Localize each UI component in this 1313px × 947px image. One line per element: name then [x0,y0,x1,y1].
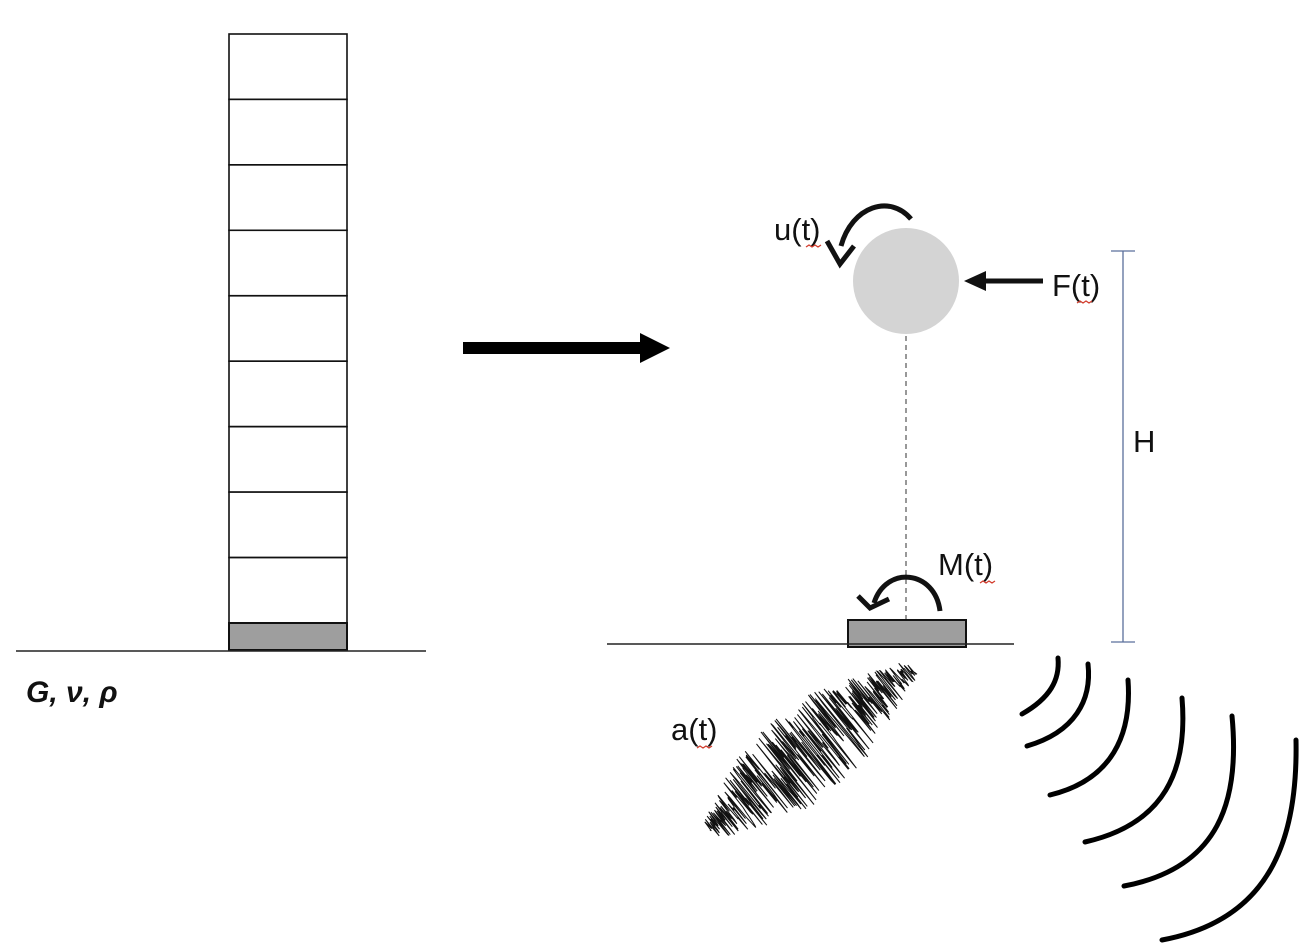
soil-properties-label: G, ν, ρ [26,676,118,709]
force-arrowhead-icon [964,271,986,291]
story-9 [228,556,348,624]
story-1 [228,33,348,101]
building [228,33,348,651]
rotation-spellcheck [805,244,822,248]
mass-node [853,228,959,334]
rotation-arrow-icon [838,203,913,247]
building-foundation [228,622,348,651]
moment-arrowhead-icon [856,594,891,612]
height-dimension [1111,250,1135,643]
story-6 [228,360,348,428]
moment-label: M(t) [938,547,993,582]
wave-front-5 [1121,713,1237,889]
height-label: H [1133,424,1155,459]
ground-motion-trace [704,662,918,837]
rotation-label: u(t) [774,212,821,247]
wave-front-4 [1082,695,1186,845]
story-7 [228,425,348,493]
force-spellcheck [1076,300,1093,304]
rotation-arrowhead-icon [824,239,856,269]
transform-arrow [463,333,670,363]
force-label: F(t) [1052,268,1100,303]
story-4 [228,229,348,297]
moment-arrow-icon [871,574,943,612]
story-8 [228,491,348,559]
wave-front-3 [1047,677,1131,798]
story-5 [228,294,348,362]
seismic-waves [1019,655,1299,943]
model-foundation [847,619,967,648]
story-2 [228,98,348,166]
wave-front-6 [1159,737,1299,943]
wave-front-1 [1019,655,1061,717]
moment-spellcheck [979,580,996,584]
wave-front-2 [1024,661,1092,749]
acceleration-label: a(t) [671,712,718,747]
acceleration-spellcheck [696,745,713,749]
story-3 [228,164,348,232]
